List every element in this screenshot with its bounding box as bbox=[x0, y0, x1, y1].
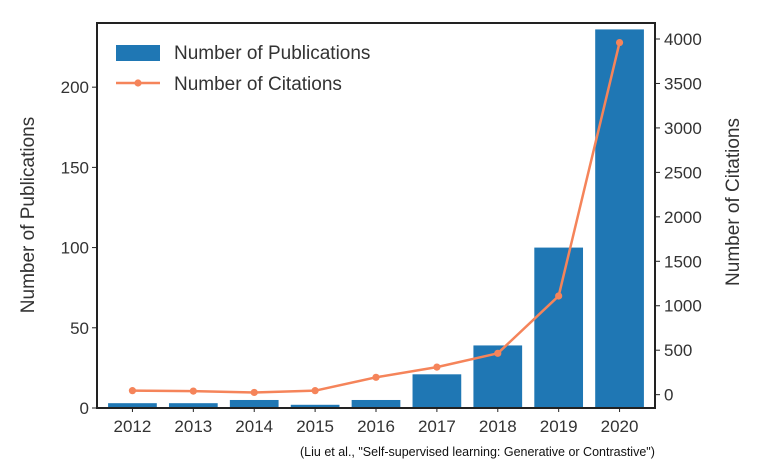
chart: 0 50 100 150 200 0 500 1000 1500 2000 2500 3000 350… bbox=[18, 22, 744, 436]
y-tick-label: 0 bbox=[80, 399, 89, 418]
y2-tick-label: 0 bbox=[664, 386, 673, 405]
x-tick-label: 2014 bbox=[235, 417, 273, 436]
legend-bar-swatch bbox=[116, 45, 160, 61]
y2-tick-label: 500 bbox=[664, 341, 692, 360]
x-tick-label: 2012 bbox=[114, 417, 152, 436]
y2-tick-label: 2000 bbox=[664, 208, 702, 227]
y-tick-label: 200 bbox=[61, 78, 89, 97]
source-caption: (Liu et al., "Self-supervised learning: … bbox=[300, 445, 655, 459]
x-axis-ticks: 2012 2013 2014 2015 2016 2017 2018 2019 2020 bbox=[114, 408, 639, 436]
right-axis-ticks: 0 500 1000 1500 2000 2500 3000 3500 4000 bbox=[655, 30, 702, 405]
y2-axis-title: Number of Citations bbox=[723, 118, 744, 286]
legend-line-marker bbox=[134, 79, 142, 87]
x-tick-label: 2016 bbox=[357, 417, 395, 436]
citation-point-2017 bbox=[433, 363, 441, 371]
y-axis-title: Number of Publications bbox=[18, 117, 39, 313]
x-tick-label: 2020 bbox=[601, 417, 639, 436]
bar-2014 bbox=[229, 399, 279, 408]
citation-point-2020 bbox=[615, 38, 624, 47]
legend: Number of Publications Number of Citatio… bbox=[116, 43, 370, 95]
line-series bbox=[128, 38, 624, 397]
legend-label-citations: Number of Citations bbox=[174, 74, 342, 95]
bar-2019 bbox=[534, 247, 584, 408]
y-tick-label: 150 bbox=[61, 158, 89, 177]
y2-tick-label: 3000 bbox=[664, 119, 702, 138]
y2-tick-label: 1500 bbox=[664, 252, 702, 271]
citation-point-2012 bbox=[128, 387, 137, 395]
bar-2016 bbox=[351, 399, 401, 408]
citation-point-2016 bbox=[372, 373, 380, 381]
citation-point-2019 bbox=[555, 292, 563, 300]
citation-point-2015 bbox=[311, 387, 319, 395]
bar-2015 bbox=[290, 404, 340, 408]
citation-point-2013 bbox=[189, 387, 197, 395]
bar-series bbox=[108, 29, 644, 409]
bar-2017 bbox=[412, 374, 462, 408]
x-tick-label: 2015 bbox=[296, 417, 334, 436]
x-tick-label: 2018 bbox=[479, 417, 517, 436]
legend-label-publications: Number of Publications bbox=[174, 43, 370, 64]
left-axis-ticks: 0 50 100 150 200 bbox=[61, 78, 97, 418]
y2-tick-label: 2500 bbox=[664, 163, 702, 182]
y-tick-label: 100 bbox=[61, 239, 89, 258]
bar-2020 bbox=[595, 29, 644, 409]
x-tick-label: 2019 bbox=[540, 417, 578, 436]
x-tick-label: 2013 bbox=[174, 417, 212, 436]
citation-point-2014 bbox=[250, 388, 258, 397]
x-tick-label: 2017 bbox=[418, 417, 456, 436]
y2-tick-label: 4000 bbox=[664, 30, 702, 49]
bar-2012 bbox=[108, 403, 157, 408]
citation-point-2018 bbox=[494, 349, 502, 357]
y2-tick-label: 1000 bbox=[664, 297, 702, 316]
y-tick-label: 50 bbox=[70, 319, 89, 338]
y2-tick-label: 3500 bbox=[664, 74, 702, 93]
bar-2013 bbox=[168, 403, 218, 408]
